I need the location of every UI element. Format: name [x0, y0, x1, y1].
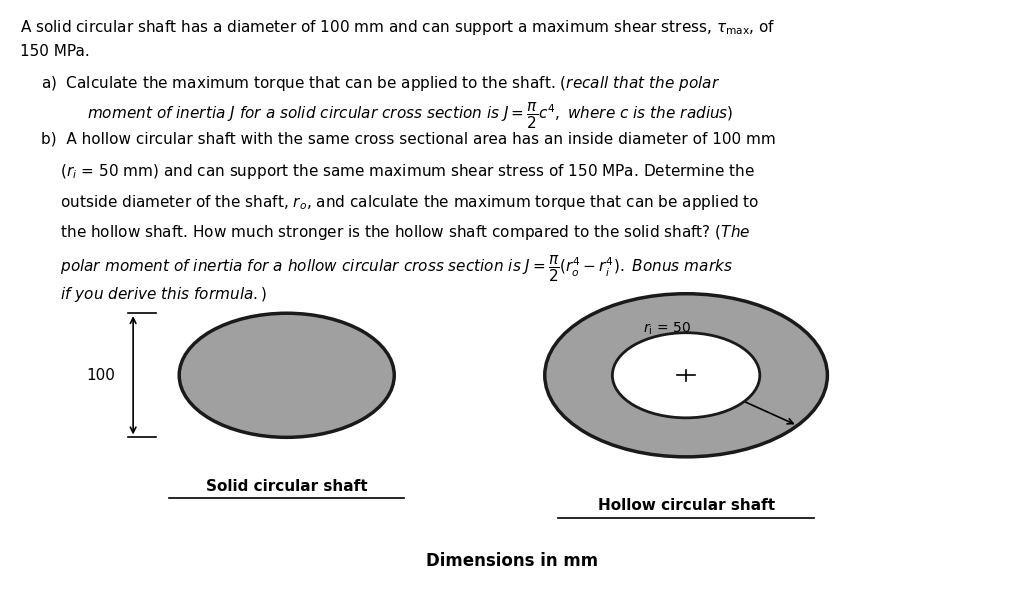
Text: a)  Calculate the maximum torque that can be applied to the shaft. ($\mathit{rec: a) Calculate the maximum torque that can… [41, 74, 720, 93]
Text: 100: 100 [86, 368, 115, 383]
Text: $r_o$: $r_o$ [715, 398, 728, 414]
Text: ($r_i$ = 50 mm) and can support the same maximum shear stress of 150 MPa. Determ: ($r_i$ = 50 mm) and can support the same… [41, 162, 755, 181]
Text: Solid circular shaft: Solid circular shaft [206, 479, 368, 493]
Text: Dimensions in mm: Dimensions in mm [426, 553, 598, 570]
Text: b)  A hollow circular shaft with the same cross sectional area has an inside dia: b) A hollow circular shaft with the same… [41, 131, 776, 146]
Circle shape [545, 294, 827, 457]
Text: Hollow circular shaft: Hollow circular shaft [598, 498, 774, 513]
Circle shape [612, 333, 760, 418]
Text: $\mathit{polar\ moment\ of\ inertia\ for\ a\ hollow\ circular\ cross\ section\ i: $\mathit{polar\ moment\ of\ inertia\ for… [41, 254, 733, 284]
Text: the hollow shaft. How much stronger is the hollow shaft compared to the solid sh: the hollow shaft. How much stronger is t… [41, 223, 751, 242]
Text: A solid circular shaft has a diameter of 100 mm and can support a maximum shear : A solid circular shaft has a diameter of… [20, 18, 776, 37]
Text: 150 MPa.: 150 MPa. [20, 44, 90, 59]
Text: $r_\mathrm{i}$ = 50: $r_\mathrm{i}$ = 50 [643, 321, 690, 337]
Circle shape [179, 313, 394, 437]
Text: $\mathit{moment\ of\ inertia\ J\ for\ a\ solid\ circular\ cross\ section\ is}$ $: $\mathit{moment\ of\ inertia\ J\ for\ a\… [87, 102, 733, 131]
Text: outside diameter of the shaft, $r_o$, and calculate the maximum torque that can : outside diameter of the shaft, $r_o$, an… [41, 193, 760, 212]
Text: $\mathit{if\ you\ derive\ this\ formula.)}$: $\mathit{if\ you\ derive\ this\ formula.… [41, 285, 267, 304]
